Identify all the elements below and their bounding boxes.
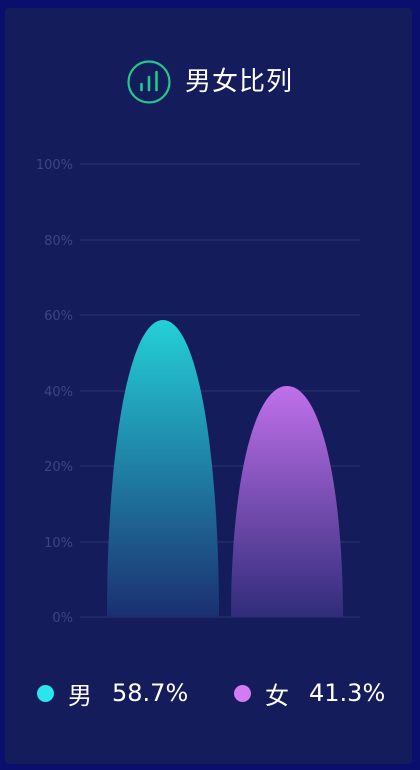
chart-header: 男女比列 <box>0 57 420 107</box>
y-tick-label: 40% <box>44 385 73 400</box>
y-tick-label: 0% <box>52 611 73 626</box>
chart-panel <box>5 8 412 764</box>
bar-chart-icon <box>127 60 171 104</box>
legend-item-female: 女 41.3% <box>234 676 385 710</box>
legend-label-female: 女 <box>265 681 289 710</box>
legend: 男 58.7% 女 41.3% <box>0 676 420 710</box>
y-tick-label: 60% <box>44 309 73 324</box>
bar-male <box>107 319 219 617</box>
legend-label-male: 男 <box>68 681 92 710</box>
y-tick-label: 20% <box>44 460 73 475</box>
y-tick-label: 80% <box>44 234 73 249</box>
legend-dot-male <box>37 684 54 702</box>
legend-dot-female <box>234 684 251 702</box>
y-tick-label: 10% <box>44 536 73 551</box>
legend-value-male: 58.7% <box>112 679 189 707</box>
chart-title: 男女比列 <box>184 67 293 97</box>
y-tick-label: 100% <box>36 158 73 173</box>
bars <box>107 319 343 617</box>
y-axis-ticks: 0% 10% 20% 40% 60% 80% 100% <box>36 158 73 626</box>
legend-item-male: 男 58.7% <box>37 676 188 710</box>
bar-female <box>231 386 343 617</box>
legend-value-female: 41.3% <box>309 679 386 707</box>
